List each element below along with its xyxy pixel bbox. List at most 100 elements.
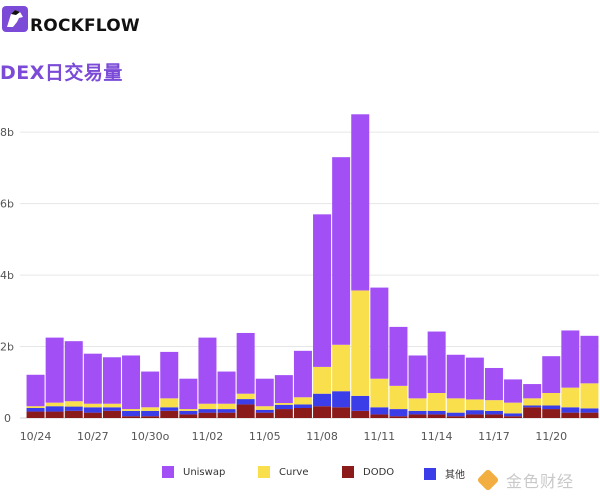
bar-segment-其他[interactable]	[255, 409, 274, 413]
bar-segment-dodo[interactable]	[580, 412, 599, 418]
bar-segment-其他[interactable]	[465, 410, 484, 415]
bar-segment-curve[interactable]	[484, 400, 503, 411]
bar-segment-uniswap[interactable]	[465, 357, 484, 400]
bar-segment-dodo[interactable]	[293, 407, 312, 418]
bar-segment-curve[interactable]	[160, 398, 179, 408]
bar-segment-其他[interactable]	[64, 406, 83, 411]
bar-segment-dodo[interactable]	[484, 414, 503, 418]
bar-segment-curve[interactable]	[370, 378, 389, 408]
bar-segment-uniswap[interactable]	[236, 332, 255, 394]
bar-segment-dodo[interactable]	[274, 409, 293, 418]
bar-segment-dodo[interactable]	[64, 410, 83, 418]
bar-segment-dodo[interactable]	[465, 414, 484, 418]
legend-item-uniswap[interactable]: Uniswap	[162, 466, 225, 478]
bar-segment-dodo[interactable]	[332, 407, 351, 418]
bar-segment-其他[interactable]	[523, 405, 542, 408]
bar-segment-其他[interactable]	[236, 399, 255, 405]
bar-segment-curve[interactable]	[580, 383, 599, 409]
bar-segment-dodo[interactable]	[542, 409, 561, 418]
bar-segment-其他[interactable]	[293, 404, 312, 408]
legend-item-curve[interactable]: Curve	[258, 466, 309, 478]
bar-segment-其他[interactable]	[370, 407, 389, 415]
bar-segment-dodo[interactable]	[217, 412, 236, 418]
bar-segment-uniswap[interactable]	[389, 326, 408, 386]
bar-segment-其他[interactable]	[332, 391, 351, 408]
bar-segment-uniswap[interactable]	[64, 341, 83, 402]
bar-segment-uniswap[interactable]	[217, 371, 236, 404]
bar-segment-dodo[interactable]	[141, 416, 160, 418]
bar-segment-curve[interactable]	[274, 402, 293, 405]
bar-segment-curve[interactable]	[446, 398, 465, 413]
bar-segment-dodo[interactable]	[504, 416, 523, 418]
bar-segment-uniswap[interactable]	[83, 353, 102, 404]
bar-segment-uniswap[interactable]	[542, 356, 561, 393]
bar-segment-其他[interactable]	[83, 407, 102, 413]
bar-segment-其他[interactable]	[561, 407, 580, 413]
bar-segment-uniswap[interactable]	[45, 337, 64, 403]
bar-segment-dodo[interactable]	[351, 410, 370, 418]
bar-segment-dodo[interactable]	[236, 404, 255, 418]
bar-segment-uniswap[interactable]	[523, 384, 542, 399]
bar-segment-其他[interactable]	[102, 407, 121, 411]
bar-segment-其他[interactable]	[274, 404, 293, 410]
bar-segment-dodo[interactable]	[313, 406, 332, 418]
bar-segment-uniswap[interactable]	[408, 355, 427, 399]
bar-segment-curve[interactable]	[122, 409, 141, 411]
bar-segment-curve[interactable]	[179, 409, 198, 411]
bar-segment-其他[interactable]	[580, 408, 599, 413]
bar-segment-其他[interactable]	[313, 393, 332, 407]
bar-segment-uniswap[interactable]	[141, 371, 160, 408]
bar-segment-curve[interactable]	[465, 399, 484, 411]
bar-segment-其他[interactable]	[389, 409, 408, 417]
bar-segment-curve[interactable]	[523, 398, 542, 406]
bar-segment-uniswap[interactable]	[427, 331, 446, 393]
bar-segment-uniswap[interactable]	[580, 335, 599, 384]
bar-segment-其他[interactable]	[122, 410, 141, 417]
bar-segment-uniswap[interactable]	[179, 378, 198, 410]
bar-segment-其他[interactable]	[160, 407, 179, 411]
bar-segment-uniswap[interactable]	[484, 367, 503, 401]
bar-segment-其他[interactable]	[427, 410, 446, 415]
bar-segment-curve[interactable]	[561, 387, 580, 408]
bar-segment-curve[interactable]	[83, 403, 102, 408]
bar-segment-uniswap[interactable]	[351, 114, 370, 291]
bar-segment-curve[interactable]	[26, 406, 45, 408]
bar-segment-curve[interactable]	[255, 406, 274, 410]
bar-segment-curve[interactable]	[293, 397, 312, 405]
bar-segment-dodo[interactable]	[446, 416, 465, 418]
bar-segment-其他[interactable]	[504, 413, 523, 417]
bar-segment-curve[interactable]	[198, 403, 217, 410]
bar-segment-curve[interactable]	[141, 407, 160, 411]
bar-segment-其他[interactable]	[408, 410, 427, 415]
bar-segment-其他[interactable]	[217, 409, 236, 413]
bar-segment-uniswap[interactable]	[274, 375, 293, 403]
bar-segment-curve[interactable]	[427, 392, 446, 411]
bar-segment-curve[interactable]	[313, 366, 332, 394]
bar-segment-curve[interactable]	[236, 393, 255, 400]
bar-segment-curve[interactable]	[408, 398, 427, 411]
bar-segment-dodo[interactable]	[160, 410, 179, 418]
bar-segment-uniswap[interactable]	[26, 374, 45, 407]
bar-segment-其他[interactable]	[198, 409, 217, 413]
bar-segment-dodo[interactable]	[561, 412, 580, 418]
bar-segment-其他[interactable]	[141, 410, 160, 417]
bar-segment-curve[interactable]	[45, 402, 64, 407]
bar-segment-dodo[interactable]	[523, 407, 542, 418]
bar-segment-其他[interactable]	[484, 410, 503, 415]
bar-segment-uniswap[interactable]	[332, 157, 351, 345]
bar-segment-curve[interactable]	[389, 385, 408, 410]
legend-item-dodo[interactable]: DODO	[342, 466, 394, 478]
bar-segment-dodo[interactable]	[122, 416, 141, 418]
bar-segment-其他[interactable]	[446, 412, 465, 417]
bar-segment-uniswap[interactable]	[255, 378, 274, 407]
bar-segment-其他[interactable]	[45, 406, 64, 412]
bar-segment-uniswap[interactable]	[504, 379, 523, 403]
bar-segment-curve[interactable]	[102, 403, 121, 408]
bar-segment-dodo[interactable]	[370, 414, 389, 418]
bar-segment-uniswap[interactable]	[446, 354, 465, 399]
bar-segment-curve[interactable]	[351, 290, 370, 396]
legend-item-other[interactable]: 其他	[424, 466, 465, 481]
bar-segment-curve[interactable]	[542, 392, 561, 406]
bar-segment-其他[interactable]	[542, 405, 561, 410]
bar-segment-dodo[interactable]	[198, 412, 217, 418]
